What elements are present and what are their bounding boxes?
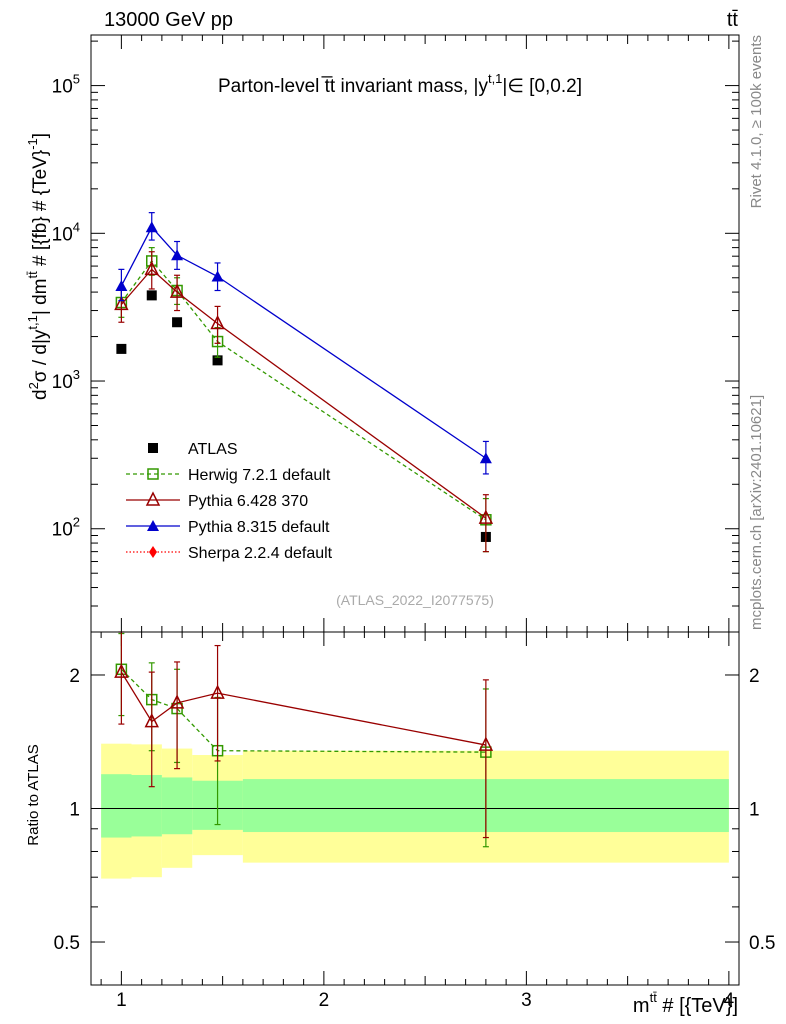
ratio-y-tick-label-left: 1 — [69, 800, 80, 821]
main-y-tick-label: 105 — [52, 72, 80, 98]
legend-marker-4 — [149, 546, 157, 558]
header-process: 13000 GeV pp — [104, 9, 233, 31]
main-series-3-line — [120, 226, 487, 459]
main-series-3-point — [145, 221, 158, 233]
legend: ATLAS Herwig 7.2.1 default Pythia 6.428 37… — [126, 441, 333, 562]
ratio-series-1-point — [210, 684, 225, 699]
ratio-series-layer — [114, 631, 494, 848]
ratio-inner-band — [131, 774, 162, 837]
ratio-series-1-point — [144, 712, 159, 728]
ratio-series-0-line — [120, 668, 486, 753]
ratio-uncertainty-bands — [91, 743, 739, 879]
header-final-state: tt̄ — [727, 9, 739, 31]
main-series-3-point — [171, 249, 184, 261]
mcplots-label: mcplots.cern.ch [arXiv:2401.10621] — [748, 395, 765, 630]
main-series-2-point — [169, 283, 185, 298]
x-tick-label: 2 — [319, 990, 330, 1011]
main-series-layer — [114, 212, 494, 553]
main-series-3-point — [115, 279, 128, 291]
ratio-series-1-point — [169, 694, 185, 709]
ratio-inner-band — [161, 777, 193, 835]
legend-marker-2 — [145, 491, 161, 506]
x-tick-label: 1 — [116, 990, 127, 1011]
chart-title: Parton-level t̅t invariant mass, |yt,1|∈… — [218, 71, 582, 97]
main-frame — [90, 34, 740, 633]
main-series-0-point — [172, 317, 183, 328]
main-y-axis-label: d2σ / d|yt,1| dmtt̄ # [{fb} # {TeV}-1] — [25, 133, 51, 400]
main-panel: 102 103 104 105 Parton-level t̅t invariant … — [25, 34, 740, 633]
legend-label-4: Sherpa 2.2.4 default — [188, 545, 333, 562]
x-tick-label: 4 — [724, 990, 735, 1011]
legend-marker-3 — [147, 520, 159, 531]
main-series-0-point — [212, 355, 223, 366]
main-series-0-point — [116, 343, 127, 354]
main-y-tick-label: 103 — [52, 367, 80, 393]
main-series-0-point — [146, 290, 157, 301]
ratio-series-1-point — [114, 663, 129, 678]
rivet-version-label: Rivet 4.1.0, ≥ 100k events — [748, 35, 765, 208]
ratio-panel: 0.5 0.5 1 1 2 2 1 2 3 4 Ratio to ATLAS mtt̄ # [{T… — [25, 631, 775, 1017]
ratio-y-tick-label-left: 2 — [69, 666, 80, 687]
main-y-tick-label: 102 — [52, 515, 80, 541]
analysis-watermark: (ATLAS_2022_I2077575) — [336, 592, 494, 608]
main-series-2-point — [210, 314, 225, 330]
ratio-y-tick-label-right: 2 — [749, 666, 760, 687]
ratio-y-axis-label: Ratio to ATLAS — [25, 744, 42, 845]
ratio-inner-band — [101, 774, 132, 838]
legend-label-3: Pythia 8.315 default — [188, 519, 330, 536]
ratio-y-tick-label-right: 0.5 — [749, 933, 775, 954]
ratio-frame — [90, 631, 740, 986]
legend-label-1: Herwig 7.2.1 default — [188, 467, 331, 484]
legend-label-0: ATLAS — [188, 441, 238, 458]
main-series-2-point — [114, 295, 129, 311]
main-series-3-point — [211, 270, 224, 282]
main-y-tick-label: 104 — [52, 219, 80, 245]
ratio-y-tick-label-left: 0.5 — [54, 933, 80, 954]
main-series-2-point — [144, 260, 159, 276]
ratio-series-1-point — [478, 736, 494, 751]
x-axis-label: mtt̄ # [{TeV}] — [633, 990, 738, 1017]
ratio-axis-ticks: 0.5 0.5 1 1 2 2 1 2 3 4 — [54, 632, 775, 1011]
main-series-3-point — [479, 452, 492, 464]
legend-marker-0 — [148, 443, 158, 453]
main-series-1-line — [120, 259, 487, 521]
legend-marker-1 — [147, 468, 159, 480]
legend-label-2: Pythia 6.428 370 — [188, 493, 308, 510]
x-tick-label: 3 — [521, 990, 532, 1011]
ratio-y-tick-label-right: 1 — [749, 800, 760, 821]
main-axis-ticks: 102 103 104 105 — [52, 35, 739, 633]
main-series-2-point — [478, 509, 494, 524]
